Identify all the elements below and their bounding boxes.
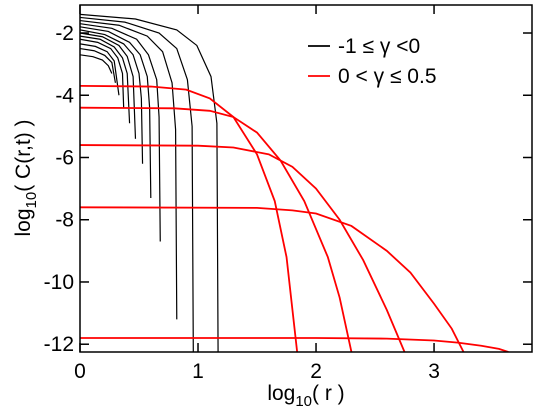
x-tick-label: 1 bbox=[192, 360, 204, 383]
x-tick-label: 0 bbox=[74, 360, 86, 383]
plot-frame bbox=[79, 4, 533, 353]
curve bbox=[80, 23, 161, 242]
curve bbox=[80, 38, 125, 108]
y-tick-label: -4 bbox=[55, 84, 74, 107]
curve bbox=[80, 35, 131, 124]
y-tick-label: -10 bbox=[44, 271, 74, 294]
y-label-arg: ( C(r,t) ) bbox=[12, 119, 35, 191]
curve bbox=[80, 43, 120, 96]
x-label-arg: ( r ) bbox=[312, 382, 345, 405]
curve bbox=[80, 29, 144, 164]
curve bbox=[80, 16, 194, 352]
x-label-base: log bbox=[267, 382, 295, 405]
x-tick-label: 2 bbox=[310, 360, 322, 383]
y-axis-label: log10( C(r,t) ) bbox=[12, 119, 40, 236]
y-label-sub: 10 bbox=[23, 192, 40, 209]
curve bbox=[80, 19, 178, 320]
legend-label: -1 ≤ γ <0 bbox=[338, 35, 420, 58]
curve bbox=[80, 144, 406, 352]
curve bbox=[80, 337, 509, 352]
y-tick-label: -6 bbox=[55, 146, 74, 169]
legend-label: 0 < γ ≤ 0.5 bbox=[338, 65, 437, 88]
y-tick-label: -12 bbox=[44, 333, 74, 356]
curve bbox=[80, 47, 116, 83]
y-label-base: log bbox=[12, 208, 35, 236]
curve bbox=[80, 85, 299, 352]
curve bbox=[80, 106, 353, 352]
y-tick-label: -8 bbox=[55, 209, 74, 232]
curve bbox=[80, 54, 113, 74]
x-axis-label: log10( r ) bbox=[267, 382, 344, 410]
x-label-sub: 10 bbox=[295, 393, 312, 410]
curve bbox=[80, 13, 219, 352]
curve bbox=[80, 206, 465, 352]
curve bbox=[80, 26, 152, 198]
y-tick-label: -2 bbox=[55, 22, 74, 45]
x-tick-label: 3 bbox=[428, 360, 440, 383]
